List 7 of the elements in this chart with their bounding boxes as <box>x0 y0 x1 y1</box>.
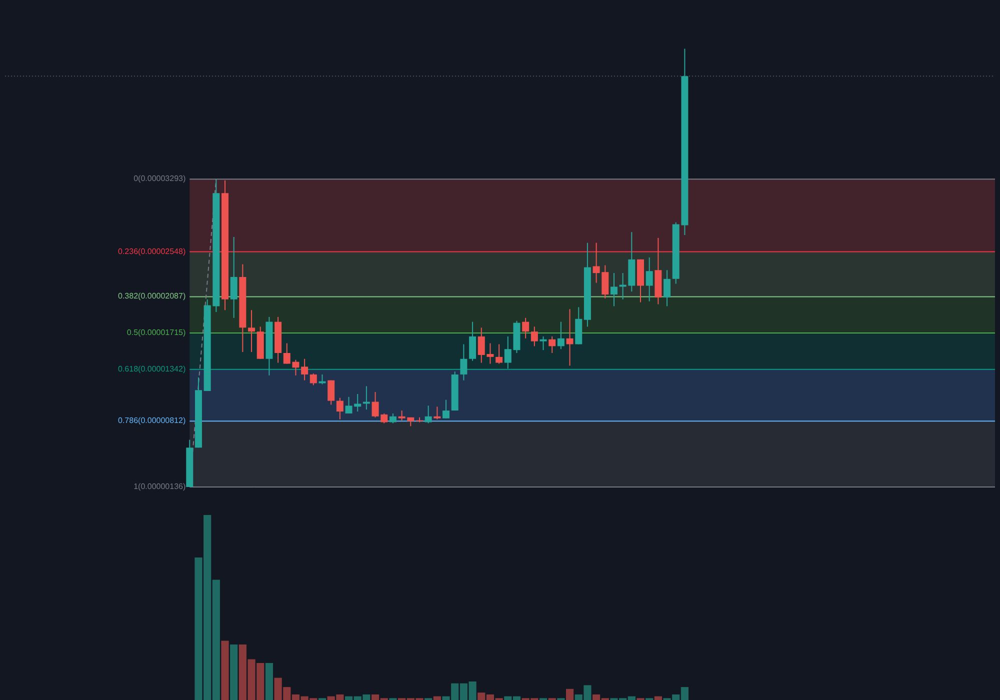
ref-line-label: 0.5(0.00001715) <box>126 328 186 338</box>
ref-line-label: 0.382(0.00002087) <box>118 292 186 301</box>
ref-line-label: 1(0.00000136) <box>134 482 186 491</box>
ref-line-label: 0(0.00003293) <box>134 174 186 184</box>
ref-line-label: 0.786(0.00000812) <box>118 416 186 426</box>
ref-line-label: 0.236(0.00002548) <box>118 246 186 256</box>
ref-line-label: 0.618(0.00001342) <box>118 364 186 374</box>
